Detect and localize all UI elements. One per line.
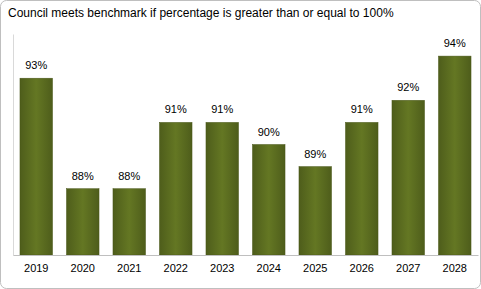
bars bbox=[20, 56, 471, 255]
x-tick: 2020 bbox=[71, 255, 95, 274]
data-label: 91% bbox=[165, 103, 187, 115]
data-label: 88% bbox=[72, 170, 94, 182]
x-tick-label: 2026 bbox=[350, 262, 374, 274]
bar bbox=[66, 189, 99, 255]
x-tick-label: 2022 bbox=[164, 262, 188, 274]
x-tick: 2019 bbox=[24, 255, 48, 274]
data-label: 93% bbox=[25, 59, 47, 71]
x-tick-label: 2028 bbox=[443, 262, 467, 274]
x-tick-label: 2025 bbox=[303, 262, 327, 274]
data-labels: 93% 88% 88% 91% 91% 90% 89% 91% 92% 94% bbox=[25, 37, 466, 182]
x-tick-label: 2027 bbox=[396, 262, 420, 274]
chart: Council meets benchmark if percentage is… bbox=[0, 0, 481, 289]
x-tick-label: 2024 bbox=[257, 262, 281, 274]
x-tick-label: 2020 bbox=[71, 262, 95, 274]
data-label: 92% bbox=[397, 81, 419, 93]
chart-title: Council meets benchmark if percentage is… bbox=[8, 6, 394, 20]
data-label: 88% bbox=[118, 170, 140, 182]
bar bbox=[113, 189, 146, 255]
bar bbox=[206, 122, 239, 255]
bar bbox=[392, 100, 425, 255]
x-tick: 2027 bbox=[396, 255, 420, 274]
x-axis: 2019 2020 2021 2022 2023 2024 2025 2026 2027 2028 bbox=[14, 255, 479, 274]
bar bbox=[159, 122, 192, 255]
data-label: 91% bbox=[211, 103, 233, 115]
bar bbox=[438, 56, 471, 255]
y-axis-line bbox=[13, 35, 14, 256]
x-tick-label: 2019 bbox=[24, 262, 48, 274]
y-axis bbox=[13, 35, 14, 256]
x-tick-label: 2021 bbox=[117, 262, 141, 274]
x-tick-label: 2023 bbox=[210, 262, 234, 274]
data-label: 94% bbox=[444, 37, 466, 49]
x-tick: 2028 bbox=[443, 255, 467, 274]
x-tick: 2025 bbox=[303, 255, 327, 274]
data-label: 90% bbox=[258, 126, 280, 138]
bar bbox=[299, 167, 332, 255]
data-label: 91% bbox=[351, 103, 373, 115]
bar bbox=[20, 78, 53, 255]
x-tick: 2021 bbox=[117, 255, 141, 274]
x-tick: 2023 bbox=[210, 255, 234, 274]
x-tick: 2024 bbox=[257, 255, 281, 274]
bar bbox=[252, 145, 285, 256]
x-tick: 2022 bbox=[164, 255, 188, 274]
x-axis-line bbox=[14, 255, 479, 256]
x-tick: 2026 bbox=[350, 255, 374, 274]
data-label: 89% bbox=[304, 148, 326, 160]
plot-area: 2019 2020 2021 2022 2023 2024 2025 2026 2027 2028… bbox=[14, 35, 479, 274]
bar bbox=[345, 122, 378, 255]
chart-border bbox=[1, 1, 481, 289]
